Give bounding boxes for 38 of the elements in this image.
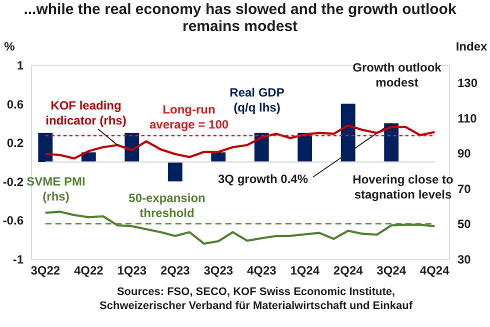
x-tick-label: 2Q24 — [333, 264, 364, 278]
x-tick-label: 4Q24 — [420, 264, 450, 278]
y-axis-title: % — [4, 40, 16, 54]
y2-tick-label: 70 — [458, 182, 472, 196]
y2-axis-title: Index — [456, 40, 488, 54]
x-tick-label: 3Q23 — [204, 264, 234, 278]
bar — [340, 104, 356, 162]
y-tick-label: -0.6 — [2, 214, 24, 228]
y-tick-label: -0.2 — [2, 174, 24, 189]
x-tick-label: 2Q23 — [160, 264, 190, 278]
series-label: SVME PMI (rhs) — [26, 174, 86, 204]
source-note: Sources: FSO, SECO, KOF Swiss Economic Institute, Schweizerischer Verband für Materialwirtschaft und Einkauf — [100, 286, 413, 312]
series-label: KOF leading indicator (rhs) — [46, 98, 126, 128]
annotation: Hovering close to stagnation levels — [352, 172, 454, 202]
y-tick-label: 0.2 — [6, 136, 24, 150]
y-tick-label: -1 — [12, 252, 24, 266]
annotation: 3Q growth 0.4% — [218, 172, 308, 186]
y2-tick-label: 30 — [458, 252, 472, 266]
x-tick-label: 1Q23 — [117, 264, 147, 278]
x-tick-label: 4Q22 — [74, 264, 104, 278]
x-tick-label: 3Q24 — [376, 264, 406, 278]
y2-tick-label: 90 — [458, 146, 472, 161]
y2-tick-label: 110 — [458, 111, 478, 126]
x-tick-label: 4Q23 — [246, 264, 277, 278]
y-tick-label: 1 — [16, 58, 24, 72]
ref-line-label: Long-run average = 100 — [149, 102, 229, 132]
x-tick-label: 3Q22 — [30, 264, 60, 278]
chart-title: ...while the real economy has slowed and the growth outlook remains modest — [24, 1, 457, 35]
y2-tick-label: 130 — [458, 76, 478, 90]
y2-tick-label: 50 — [458, 217, 472, 232]
annotation: Growth outlook modest — [352, 60, 442, 90]
x-tick-label: 1Q24 — [290, 264, 320, 278]
y-tick-label: 0.6 — [6, 97, 24, 112]
bar — [38, 132, 53, 162]
ref-line-label: 50-expansion threshold — [128, 191, 206, 220]
series-label: Real GDP (q/q lhs) — [230, 86, 284, 114]
bar — [168, 162, 182, 182]
bar — [211, 152, 226, 162]
